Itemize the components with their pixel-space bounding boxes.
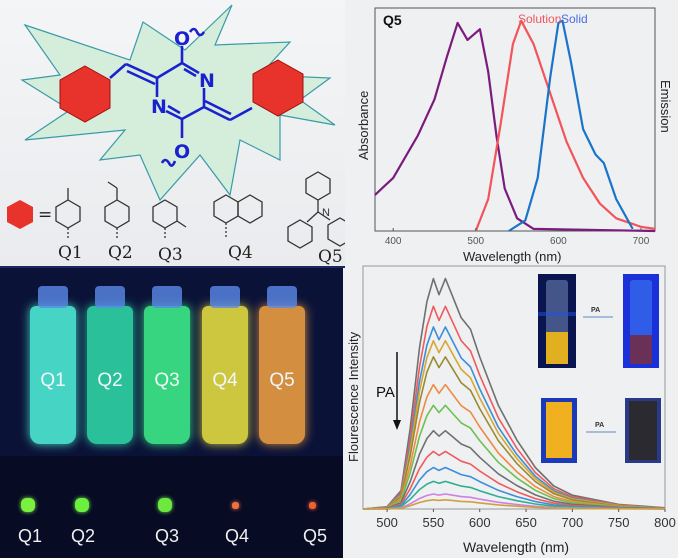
x-tick-label: 600 bbox=[469, 515, 491, 530]
solid-sample bbox=[75, 498, 89, 512]
spectrum-line-1 bbox=[362, 277, 666, 510]
vial-2 bbox=[87, 306, 133, 444]
x-tick-label: 750 bbox=[608, 515, 630, 530]
vial-label: Q5 bbox=[269, 370, 295, 391]
aryl-hexagon-legend bbox=[7, 200, 33, 229]
oxygen-label: O bbox=[174, 28, 190, 50]
x-tick-label: 800 bbox=[654, 515, 676, 530]
solid-label: Q5 bbox=[302, 526, 327, 546]
pa-annotation: PA bbox=[376, 384, 395, 401]
fluorescence-chart: 500 550 600 650 700 750 800 PA Flourescence In… bbox=[346, 265, 676, 555]
vial-neck bbox=[38, 286, 68, 308]
oxygen-label: O bbox=[174, 141, 190, 163]
aryl-hexagon-right bbox=[252, 59, 304, 117]
inset-label: PA bbox=[591, 307, 600, 314]
x-tick-label: 650 bbox=[515, 515, 537, 530]
spectrum-line-2 bbox=[362, 305, 666, 510]
series-line-absorbance bbox=[374, 21, 656, 233]
spectrum-line-4 bbox=[362, 340, 666, 510]
x-tick-label: 600 bbox=[550, 236, 567, 247]
solid-label: Q2 bbox=[70, 526, 95, 546]
vial-label: Q3 bbox=[154, 370, 180, 391]
vial-4 bbox=[202, 306, 248, 444]
substituent-label-q3: Q3 bbox=[158, 245, 183, 265]
spectrum-line-13 bbox=[362, 499, 666, 510]
solid-label: Q1 bbox=[17, 526, 42, 546]
y-axis-label: Flourescence Intensity bbox=[346, 331, 361, 462]
legend-solution: Solution bbox=[518, 12, 561, 26]
chemical-structure: N N O O = N Q1 Q2 Q3 Q4 Q5 bbox=[0, 4, 353, 268]
substituent-label-q4: Q4 bbox=[228, 243, 253, 263]
pa-arrowhead-icon bbox=[393, 420, 401, 430]
panel-label: Q5 bbox=[383, 12, 402, 28]
vial-neck bbox=[152, 286, 182, 308]
y-axis-label: Absorbance bbox=[356, 91, 371, 160]
vial-photo: Q1 Q2 Q3 Q4 Q5 Q1 Q2 Q3 Q4 Q5 bbox=[0, 268, 343, 558]
spectrum-line-3 bbox=[362, 326, 666, 510]
vial-1 bbox=[30, 306, 76, 444]
spectrum-line-6 bbox=[362, 383, 666, 510]
vial-neck bbox=[95, 286, 125, 308]
x-tick-label: 700 bbox=[562, 515, 584, 530]
spectrum-line-10 bbox=[362, 466, 666, 510]
x-tick-label: 700 bbox=[633, 236, 650, 247]
x-axis-label: Wavelength (nm) bbox=[463, 249, 562, 264]
x-tick-label: 500 bbox=[376, 515, 398, 530]
vial-neck bbox=[267, 286, 297, 308]
spectrum-line-5 bbox=[362, 356, 666, 510]
solid-sample bbox=[231, 501, 239, 509]
absorbance-emission-chart: 400 500 600 700 Q5 Solution Solid Absorbanc… bbox=[356, 7, 673, 264]
x-tick-label: 550 bbox=[423, 515, 445, 530]
nitrogen-label: N bbox=[151, 96, 167, 118]
substituent-label-q5: Q5 bbox=[318, 247, 343, 267]
solid-label: Q4 bbox=[224, 526, 249, 546]
legend-solid: Solid bbox=[561, 12, 588, 26]
solid-sample bbox=[308, 501, 316, 509]
y-axis-right-label: Emission bbox=[658, 80, 673, 133]
x-tick-label: 400 bbox=[385, 236, 402, 247]
plot-frame bbox=[374, 7, 656, 232]
vial-3 bbox=[144, 306, 190, 444]
substituent-drawings bbox=[55, 171, 353, 249]
starburst-shape bbox=[20, 4, 336, 202]
vial-label: Q2 bbox=[97, 370, 123, 391]
x-axis-label: Wavelength (nm) bbox=[463, 539, 569, 555]
inset-label: PA bbox=[595, 422, 604, 429]
series-line-solid bbox=[508, 19, 634, 232]
solid-label: Q3 bbox=[154, 526, 179, 546]
pyrazine-core bbox=[109, 27, 253, 167]
aryl-hexagon-left bbox=[59, 65, 111, 123]
svg-text:N: N bbox=[322, 207, 330, 219]
vial-neck bbox=[210, 286, 240, 308]
spectrum-line-8 bbox=[362, 429, 666, 510]
substituent-label-q1: Q1 bbox=[58, 243, 83, 263]
vial-5 bbox=[259, 306, 305, 444]
substituent-label-q2: Q2 bbox=[108, 243, 133, 263]
solid-sample bbox=[158, 498, 172, 512]
spectrum-line-9 bbox=[362, 450, 666, 510]
equals-sign: = bbox=[38, 205, 52, 225]
nitrogen-label: N bbox=[199, 70, 215, 92]
chemical-structure-panel: N N O O = N Q1 Q2 Q3 Q4 Q5 bbox=[0, 0, 353, 268]
solid-sample bbox=[21, 498, 35, 512]
x-tick-label: 500 bbox=[467, 236, 484, 247]
series-line-solution bbox=[474, 19, 656, 232]
vial-label: Q4 bbox=[212, 370, 238, 391]
plot-frame bbox=[362, 265, 666, 510]
vial-label: Q1 bbox=[40, 370, 66, 391]
spectrum-line-11 bbox=[362, 480, 666, 510]
spectrum-line-7 bbox=[362, 404, 666, 510]
